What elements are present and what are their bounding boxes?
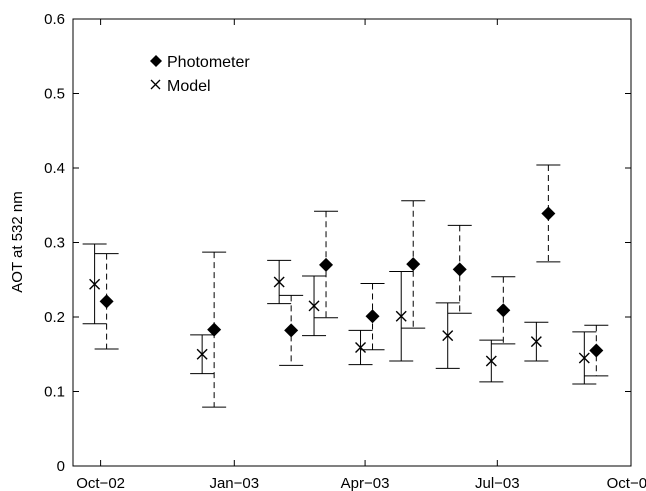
y-tick-label: 0 (57, 458, 65, 475)
diamond-icon (150, 55, 162, 67)
legend-label-model: Model (167, 78, 211, 95)
data-point-model (442, 330, 454, 342)
x-tick-label: Jul−03 (475, 475, 520, 491)
data-point-model (196, 348, 208, 360)
data-point-photometer (99, 294, 114, 309)
data-point-model (578, 352, 590, 364)
legend-item-model: Model (150, 78, 211, 95)
data-point-model (395, 310, 407, 322)
y-tick-label: 0.1 (44, 384, 65, 401)
y-tick-label: 0.3 (44, 235, 65, 252)
x-mark-icon (150, 79, 161, 90)
data-point-photometer (406, 257, 421, 272)
y-tick-label: 0.4 (44, 160, 65, 177)
x-tick-label: Apr−03 (341, 475, 390, 491)
data-point-photometer (284, 323, 299, 338)
x-tick-label: Oct−02 (76, 475, 125, 491)
legend-item-photometer: Photometer (150, 54, 250, 71)
x-tick-label: Jan−03 (209, 475, 259, 491)
data-point-model (273, 276, 285, 288)
legend: Photometer Model (150, 54, 250, 95)
y-tick-label: 0.2 (44, 309, 65, 326)
series-model (82, 243, 597, 385)
y-tick-label: 0.6 (44, 11, 65, 28)
y-tick-label: 0.5 (44, 86, 65, 103)
data-point-photometer (207, 322, 222, 337)
data-point-photometer (541, 206, 556, 221)
data-point-photometer (452, 262, 467, 277)
data-point-model (89, 278, 101, 290)
y-axis-title: AOT at 532 nm (9, 191, 26, 292)
data-point-model (308, 300, 320, 312)
data-point-photometer (589, 343, 604, 358)
data-point-photometer (365, 309, 380, 324)
data-point-model (355, 342, 367, 354)
x-tick-label: Oct−03 (607, 475, 646, 491)
y-axis: 0 0.1 0.2 0.3 0.4 0.5 0.6 (44, 11, 631, 475)
data-point-model (485, 355, 497, 367)
series-photometer (94, 164, 609, 408)
data-point-photometer (319, 257, 334, 272)
x-axis: Oct−02 Jan−03 Apr−03 Jul−03 Oct−03 (76, 19, 646, 491)
legend-label-photometer: Photometer (167, 54, 250, 71)
series-layer (82, 164, 609, 408)
data-point-photometer (496, 303, 511, 318)
data-point-model (530, 336, 542, 348)
